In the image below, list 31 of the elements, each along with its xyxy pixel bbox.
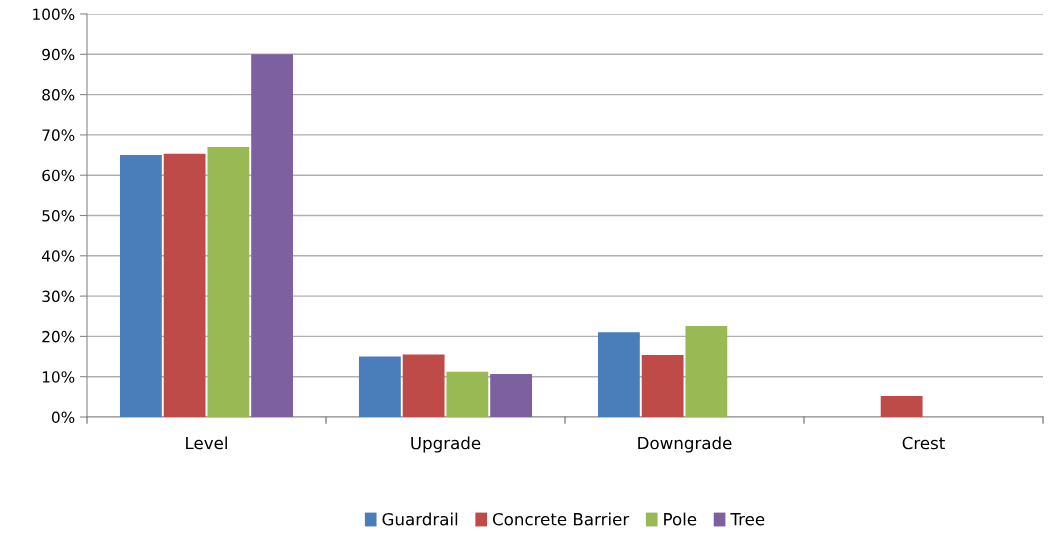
- y-tick-label: 0%: [51, 411, 75, 424]
- y-tick-label: 60%: [42, 169, 75, 182]
- x-tick-label: Downgrade: [638, 436, 732, 453]
- bar: [402, 354, 445, 417]
- x-tick-label: Crest: [902, 436, 945, 450]
- bar: [251, 54, 294, 417]
- bar: [880, 396, 923, 417]
- y-tick-label: 90%: [42, 48, 75, 61]
- y-tick-label: 70%: [42, 129, 75, 141]
- y-tick-label: 30%: [42, 290, 75, 303]
- x-tick-label: Upgrade: [411, 436, 481, 453]
- x-tick-label: Level: [186, 436, 227, 450]
- y-tick-label: 10%: [42, 371, 75, 383]
- y-tick-label: 50%: [42, 209, 75, 222]
- y-tick-label: 40%: [41, 250, 75, 262]
- bar: [597, 332, 640, 417]
- bar: [446, 371, 489, 417]
- legend-label: Tree: [730, 513, 765, 526]
- legend-label: Pole: [664, 512, 697, 526]
- legend-label: Guardrail: [382, 512, 458, 526]
- bar: [685, 325, 728, 417]
- y-tick-label: 80%: [42, 89, 75, 101]
- bar: [358, 356, 401, 417]
- bar: [641, 354, 684, 417]
- bar: [490, 373, 533, 417]
- bar: [207, 146, 250, 417]
- y-tick-label: 20%: [42, 330, 75, 343]
- legend-label: Concrete Barrier: [492, 512, 630, 526]
- y-tick-label: 100%: [33, 8, 75, 21]
- bar: [163, 153, 206, 417]
- bar: [119, 155, 162, 417]
